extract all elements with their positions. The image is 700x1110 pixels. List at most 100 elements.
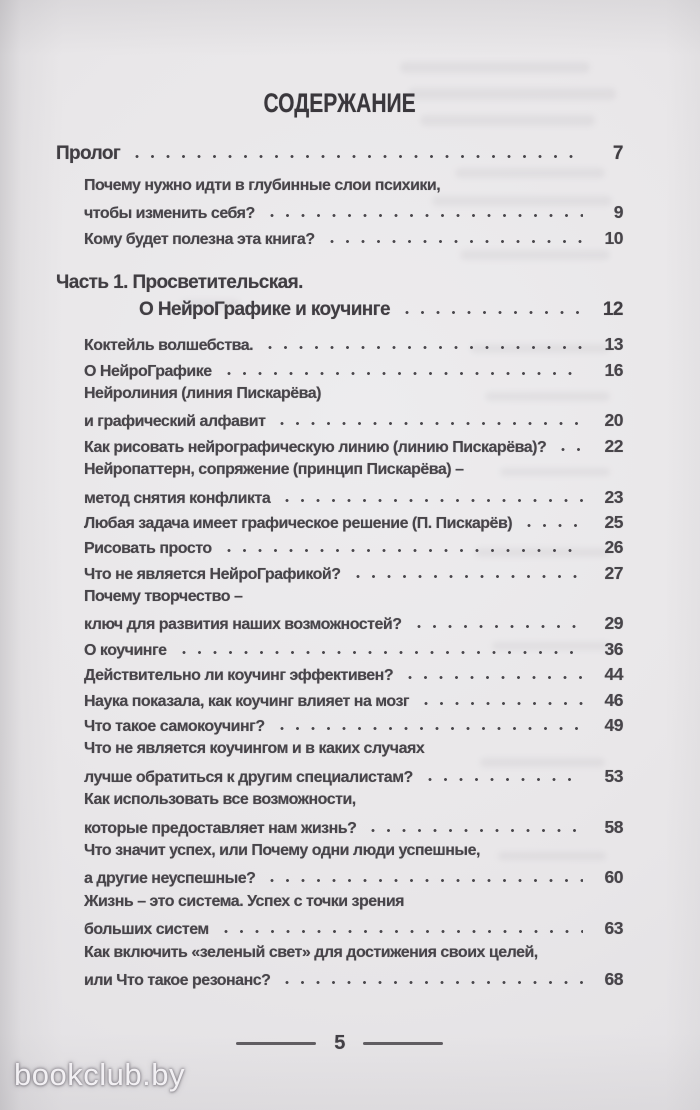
toc-entry-text: Пролог	[56, 143, 121, 164]
toc-page-number: 13	[604, 334, 624, 355]
toc-row: Любая задача имеет графическое решение (…	[84, 511, 624, 537]
toc-row: которые предоставляет нам жизнь? 58	[84, 817, 624, 842]
dot-leader	[557, 447, 583, 451]
dot-leader	[275, 727, 583, 731]
toc-entry-text: Нейролиния (линия Пискарёва)	[84, 384, 322, 402]
contents-title: СОДЕРЖАНИЕ	[56, 88, 623, 143]
toc-page-number: 29	[604, 613, 624, 634]
toc-page-number: 12	[602, 299, 624, 321]
toc-entry-text: или Что такое резонанс?	[84, 971, 271, 989]
toc-row: Нейропаттерн, сопряжение (принцип Пискар…	[84, 461, 623, 486]
toc-page-number: 22	[604, 435, 624, 456]
toc-page-number: 25	[604, 511, 624, 532]
toc-entry-text: О НейроГрафике и коучинге	[139, 299, 391, 321]
toc-row: ключ для развития наших возможностей? 29	[84, 613, 624, 638]
dot-leader	[281, 498, 583, 502]
toc-entry-text: Почему творчество –	[84, 588, 243, 606]
toc-row: Нейролиния (линия Пискарёва)	[84, 385, 623, 410]
dot-leader	[367, 828, 583, 832]
toc-row: больших систем 63	[84, 918, 624, 943]
toc-entry-text: Почему нужно идти в глубинные слои психи…	[84, 177, 441, 194]
toc-row: О НейроГрафике и коучинге 12	[139, 299, 624, 326]
toc-page-number: 44	[604, 664, 624, 685]
toc-entry-text: Что значит успех, или Почему одни люди у…	[84, 841, 480, 859]
toc-entry-text: Наука показала, как коучинг влияет на мо…	[84, 692, 410, 710]
toc-row: Действительно ли коучинг эффективен? 44	[84, 664, 624, 689]
toc-entry-text: О коучинге	[84, 641, 167, 659]
dot-leader	[276, 422, 583, 426]
toc-row: О НейроГрафике 16	[84, 359, 624, 385]
toc-entry-text: Как рисовать нейрографическую линию (лин…	[84, 438, 547, 456]
toc-row: Почему творчество –	[84, 588, 623, 613]
toc-row: метод снятия конфликта 23	[84, 486, 624, 512]
toc-row: Часть 1. Просветительская.	[56, 272, 623, 299]
toc-entry-text: чтобы изменить себя?	[84, 205, 255, 223]
dot-leader	[265, 214, 583, 218]
toc-entry-text: которые предоставляет нам жизнь?	[84, 819, 357, 837]
toc-page-number: 60	[604, 867, 624, 888]
toc-row: чтобы изменить себя? 9	[84, 202, 624, 227]
toc-row: Рисовать просто 26	[84, 537, 624, 562]
toc-page-number: 49	[604, 715, 624, 736]
toc-entry-text: Коктейль волшебства.	[84, 337, 254, 355]
toc-row: Что не является коучингом и в каких случ…	[84, 740, 623, 765]
dot-leader	[222, 371, 583, 375]
bleedthrough-artifact	[400, 62, 590, 73]
toc-entry-text: Как включить «зеленый свет» для достижен…	[84, 943, 538, 961]
toc-page-number: 7	[612, 143, 624, 164]
dot-leader	[400, 311, 583, 315]
toc-page-number: 10	[604, 227, 624, 248]
toc-page-number: 53	[604, 765, 624, 786]
toc-row: Как рисовать нейрографическую линию (лин…	[84, 435, 624, 461]
toc-row: или Что такое резонанс? 68	[84, 968, 624, 994]
toc-row: лучше обратиться к другим специалистам? 5…	[84, 765, 624, 791]
toc-entry-text: Часть 1. Просветительская.	[56, 272, 303, 294]
dot-leader	[325, 239, 583, 243]
toc-row: Как использовать все возможности,	[84, 791, 623, 816]
contents-title-text: СОДЕРЖАНИЕ	[263, 88, 416, 118]
toc-entry-text: Что такое самокоучинг?	[84, 718, 265, 736]
toc-page-number: 20	[604, 410, 624, 431]
toc-entry-text: и графический алфавит	[84, 413, 266, 431]
toc-row: Почему нужно идти в глубинные слои психи…	[84, 177, 623, 202]
toc-entry-text: Любая задача имеет графическое решение (…	[84, 514, 513, 532]
toc-page-number: 23	[604, 486, 624, 507]
toc-row: Что значит успех, или Почему одни люди у…	[84, 842, 623, 867]
toc-row: Коктейль волшебства. 13	[84, 334, 624, 359]
dot-leader	[412, 625, 583, 629]
toc-entry-text: Нейропаттерн, сопряжение (принцип Пискар…	[84, 461, 464, 479]
toc-entry-text: Рисовать просто	[84, 540, 212, 558]
toc-entry-text: О НейроГрафике	[84, 362, 212, 380]
toc-page-number: 26	[604, 537, 624, 558]
toc-row: Что не является НейроГрафикой? 27	[84, 562, 624, 588]
footer-page-number: 5	[334, 1032, 345, 1054]
dot-leader	[264, 346, 583, 350]
toc-page-number: 16	[604, 359, 624, 380]
toc-entry-text: Что не является НейроГрафикой?	[84, 565, 341, 583]
dot-leader	[523, 523, 583, 527]
toc-entry-text: ключ для развития наших возможностей?	[84, 616, 402, 634]
toc-entry-text: Жизнь – это система. Успех с точки зрени…	[84, 892, 405, 910]
toc-entry-text: а другие неуспешные?	[84, 870, 256, 888]
toc-entry-text: Как использовать все возможности,	[84, 791, 356, 809]
toc-row: и графический алфавит 20	[84, 410, 624, 435]
toc-row: Жизнь – это система. Успех с точки зрени…	[84, 893, 623, 918]
dot-leader	[420, 701, 583, 705]
table-of-contents: СОДЕРЖАНИЕ Пролог 7 Почему нужно идти в гл…	[56, 88, 624, 994]
footer-rule-left	[236, 1042, 317, 1045]
toc-row: а другие неуспешные? 60	[84, 867, 624, 892]
toc-page-number: 68	[604, 968, 624, 989]
toc-entry-text: метод снятия конфликта	[84, 489, 271, 507]
watermark-bookclub: bookclub.by	[14, 1057, 185, 1092]
toc-page-number: 27	[604, 562, 624, 583]
dot-leader	[404, 676, 583, 680]
dot-leader	[281, 980, 583, 984]
dot-leader	[219, 930, 583, 934]
toc-page-number: 46	[604, 689, 624, 710]
toc-entry-text: Действительно ли коучинг эффективен?	[84, 667, 394, 685]
toc-row: Наука показала, как коучинг влияет на мо…	[84, 689, 624, 715]
toc-page-number: 36	[604, 638, 624, 659]
toc-row: Пролог 7	[56, 143, 624, 170]
dot-leader	[131, 155, 583, 158]
